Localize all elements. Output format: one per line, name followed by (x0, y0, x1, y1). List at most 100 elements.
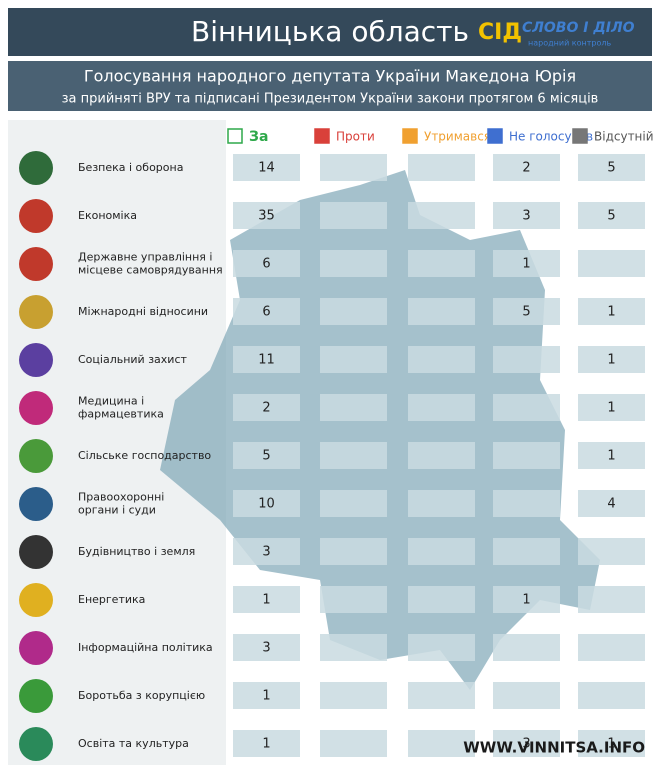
cell (233, 442, 300, 469)
cell-value: 1 (607, 449, 615, 464)
cell (408, 634, 475, 661)
row-icon (19, 199, 53, 233)
cell (408, 202, 475, 229)
row-icon (19, 247, 53, 281)
cell (493, 394, 560, 421)
cell-value: 1 (262, 737, 270, 752)
subtitle-bar (8, 61, 652, 111)
cell (493, 730, 560, 757)
cell (578, 202, 645, 229)
cell (233, 154, 300, 181)
row-label: Сільське господарство (78, 449, 211, 462)
cell (233, 586, 300, 613)
column-icon (227, 128, 243, 144)
cell (320, 298, 387, 325)
cell (493, 586, 560, 613)
cell-value: 1 (522, 257, 530, 272)
cell-value: 2 (262, 401, 270, 416)
cell-value: 14 (258, 161, 275, 176)
cell (578, 682, 645, 709)
row-label: Енергетика (78, 593, 145, 606)
cell-value: 6 (262, 257, 270, 272)
cell (578, 490, 645, 517)
row-icon (19, 343, 53, 377)
row-icon (19, 583, 53, 617)
cell-value: 3 (522, 209, 530, 224)
cell (233, 298, 300, 325)
cell (233, 394, 300, 421)
cell (320, 730, 387, 757)
column-icon (314, 128, 330, 144)
cell-value: 2 (522, 161, 530, 176)
cell (578, 442, 645, 469)
cell (578, 346, 645, 373)
row-label: органи і суди (78, 504, 156, 517)
cell-value: 1 (262, 689, 270, 704)
row-label: Державне управління і (78, 251, 212, 264)
row-label: Економіка (78, 209, 137, 222)
column-header: Проти (336, 130, 375, 144)
cell (320, 490, 387, 517)
cell (320, 250, 387, 277)
cell (320, 346, 387, 373)
cell (408, 298, 475, 325)
cell (233, 346, 300, 373)
row-label: місцеве самоврядування (78, 264, 223, 277)
cell (233, 730, 300, 757)
cell (493, 490, 560, 517)
cell-value: 6 (262, 305, 270, 320)
row-label: Медицина і (78, 395, 144, 408)
column-header: Утримався (424, 130, 491, 144)
cell (320, 394, 387, 421)
cell (320, 154, 387, 181)
watermark: WWW.VINNITSA.INFO (463, 739, 645, 757)
cell (578, 298, 645, 325)
cell (493, 634, 560, 661)
row-label: Безпека і оборона (78, 161, 183, 174)
cell (233, 634, 300, 661)
cell-value: 1 (607, 305, 615, 320)
cell-value: 5 (522, 305, 530, 320)
cell (233, 682, 300, 709)
cell-value: 11 (258, 353, 275, 368)
cell (493, 538, 560, 565)
row-label: Інформаційна політика (78, 641, 213, 654)
row-label: Міжнародні відносини (78, 305, 208, 318)
cell-value: 1 (607, 737, 615, 752)
row-icon (19, 535, 53, 569)
cell (233, 250, 300, 277)
cell (578, 394, 645, 421)
column-header: Не голосував (509, 130, 593, 144)
logo-mark: СІД (478, 20, 522, 45)
cell-value: 4 (607, 497, 615, 512)
row-icon (19, 487, 53, 521)
row-label: Будівництво і земля (78, 545, 195, 558)
row-icon (19, 295, 53, 329)
cell-value: 1 (607, 401, 615, 416)
cell (493, 250, 560, 277)
logo-sub: народний контроль (528, 39, 612, 48)
header-bar (8, 8, 652, 56)
cell (493, 682, 560, 709)
cell (320, 586, 387, 613)
cell-value: 1 (262, 593, 270, 608)
cell-value: 3 (522, 737, 530, 752)
cell (233, 490, 300, 517)
column-header: Відсутній (594, 130, 654, 144)
cell (578, 730, 645, 757)
logo-name: СЛОВО І ДІЛО (522, 20, 635, 36)
row-icon (19, 439, 53, 473)
cell (320, 202, 387, 229)
cell (408, 586, 475, 613)
title: Вінницька область (191, 15, 469, 48)
cell-value: 1 (522, 593, 530, 608)
row-label: фармацевтика (78, 408, 164, 421)
cell (408, 442, 475, 469)
column-icon (487, 128, 503, 144)
cell (493, 298, 560, 325)
cell-value: 3 (262, 545, 270, 560)
cell-value: 5 (262, 449, 270, 464)
cell (233, 538, 300, 565)
column-header: За (249, 129, 268, 145)
